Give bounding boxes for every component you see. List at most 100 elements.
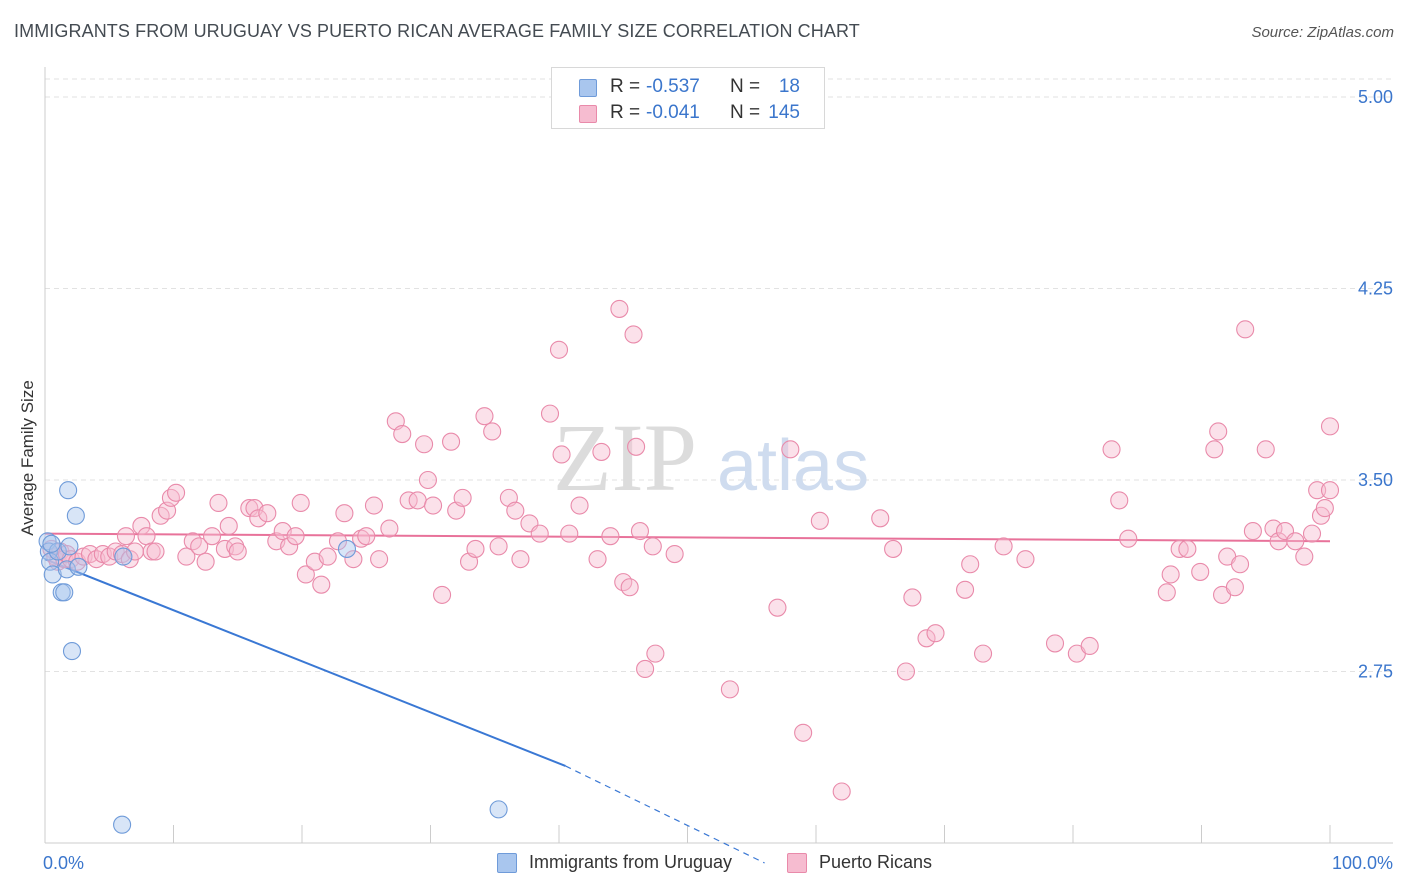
r-label: R = — [610, 76, 641, 97]
data-point-puerto-rican — [601, 527, 620, 546]
data-point-puerto-rican — [956, 580, 975, 599]
data-point-puerto-rican — [393, 424, 412, 444]
data-point-puerto-rican — [240, 499, 259, 518]
data-point-puerto-rican — [1315, 499, 1334, 518]
data-point-puerto-rican — [442, 432, 461, 451]
data-point-puerto-rican — [592, 442, 611, 461]
data-point-puerto-rican — [408, 491, 427, 510]
data-point-puerto-rican — [871, 509, 890, 528]
data-point-puerto-rican — [884, 539, 903, 558]
data-point-puerto-rican — [1157, 583, 1176, 602]
n-value: 145 — [768, 102, 800, 123]
trend-lines — [44, 532, 1331, 864]
data-point-puerto-rican — [926, 624, 945, 643]
data-point-puerto-rican — [973, 644, 993, 663]
legend-row-puerto-ricans: R = -0.041 N = 145 — [552, 102, 824, 126]
data-point-puerto-rican — [167, 483, 186, 502]
data-point-puerto-rican — [1102, 440, 1121, 459]
data-point-puerto-rican — [483, 422, 502, 441]
data-point-puerto-rican — [549, 340, 569, 359]
data-point-puerto-rican — [190, 537, 209, 556]
watermark-zip: ZIP — [553, 404, 697, 511]
data-point-uruguay — [69, 557, 88, 576]
data-point-puerto-rican — [665, 544, 684, 564]
data-point-puerto-rican — [810, 511, 829, 530]
data-point-puerto-rican — [1231, 555, 1250, 574]
data-point-puerto-rican — [177, 547, 196, 566]
data-point-puerto-rican — [540, 404, 560, 423]
data-point-uruguay — [489, 800, 508, 819]
correlation-legend: R = -0.537 N = 18 R = -0.041 N = 145 — [551, 67, 825, 129]
data-point-puerto-rican — [1225, 578, 1244, 597]
data-point-puerto-rican — [1205, 440, 1224, 459]
trend-line — [44, 532, 1331, 543]
data-point-puerto-rican — [1236, 320, 1255, 339]
data-point-uruguay — [48, 542, 67, 561]
data-point-puerto-rican — [1191, 562, 1210, 581]
data-point-puerto-rican — [636, 659, 655, 678]
data-point-uruguay — [114, 547, 133, 566]
data-point-uruguay — [42, 534, 61, 553]
legend-swatch-uruguay — [497, 853, 517, 873]
data-point-puerto-rican — [219, 516, 238, 536]
data-point-puerto-rican — [1243, 522, 1262, 541]
source-credit: Source: ZipAtlas.com — [1251, 24, 1394, 41]
data-point-puerto-rican — [781, 440, 800, 459]
data-point-puerto-rican — [364, 496, 384, 515]
data-point-puerto-rican — [588, 550, 607, 569]
data-point-puerto-rican — [1302, 524, 1322, 543]
data-point-puerto-rican — [286, 527, 305, 546]
r-label: R = — [610, 102, 641, 123]
data-point-puerto-rican — [1170, 539, 1189, 558]
data-point-puerto-rican — [137, 527, 156, 546]
grid — [45, 78, 1393, 672]
watermark: ZIP atlas — [553, 404, 869, 511]
data-point-puerto-rican — [1110, 491, 1129, 510]
data-point-puerto-rican — [1256, 440, 1275, 459]
chart-title: IMMIGRANTS FROM URUGUAY VS PUERTO RICAN … — [14, 21, 860, 41]
data-point-puerto-rican — [466, 539, 485, 558]
data-point-puerto-rican — [1016, 550, 1035, 569]
data-point-puerto-rican — [161, 488, 180, 507]
trend-line-extension — [565, 765, 765, 864]
data-point-puerto-rican — [768, 598, 787, 617]
data-point-puerto-rican — [296, 565, 315, 584]
data-point-puerto-rican — [570, 496, 589, 515]
trend-line — [44, 558, 566, 767]
data-point-puerto-rican — [280, 537, 299, 556]
data-point-puerto-rican — [1080, 636, 1099, 656]
y-tick-label: 5.00 — [1358, 87, 1393, 107]
data-point-puerto-rican — [627, 437, 646, 456]
data-point-puerto-rican — [258, 504, 277, 523]
r-value: -0.537 — [646, 76, 700, 97]
data-point-puerto-rican — [832, 782, 851, 801]
y-tick-label: 4.25 — [1358, 279, 1393, 299]
legend-swatch-puerto-ricans — [579, 105, 597, 123]
data-point-puerto-rican — [132, 516, 151, 536]
data-point-puerto-rican — [506, 501, 525, 520]
data-point-puerto-rican — [415, 435, 434, 454]
data-point-puerto-rican — [433, 585, 452, 604]
legend-row-uruguay: R = -0.537 N = 18 — [552, 76, 824, 100]
data-point-uruguay — [43, 565, 62, 584]
legend-swatch-puerto-ricans — [787, 853, 807, 873]
data-point-puerto-rican — [1178, 539, 1197, 558]
data-point-puerto-rican — [418, 470, 437, 490]
data-point-puerto-rican — [203, 527, 222, 546]
tick-labels: 2.75 3.50 4.25 5.00 0.0% 100.0% — [43, 87, 1393, 873]
data-point-uruguay — [57, 560, 76, 579]
data-point-puerto-rican — [424, 496, 443, 515]
data-point-puerto-rican — [1119, 529, 1138, 548]
x-tick-label: 100.0% — [1332, 853, 1393, 873]
r-value: -0.041 — [646, 102, 700, 123]
n-label: N = — [730, 76, 761, 97]
data-point-puerto-rican — [352, 529, 371, 548]
data-point-puerto-rican — [1320, 481, 1340, 500]
data-point-puerto-rican — [249, 509, 268, 528]
data-point-puerto-rican — [142, 542, 161, 561]
data-point-puerto-rican — [917, 629, 936, 648]
legend-swatch-uruguay — [579, 79, 597, 97]
data-point-uruguay — [60, 537, 79, 556]
data-point-puerto-rican — [552, 445, 571, 464]
